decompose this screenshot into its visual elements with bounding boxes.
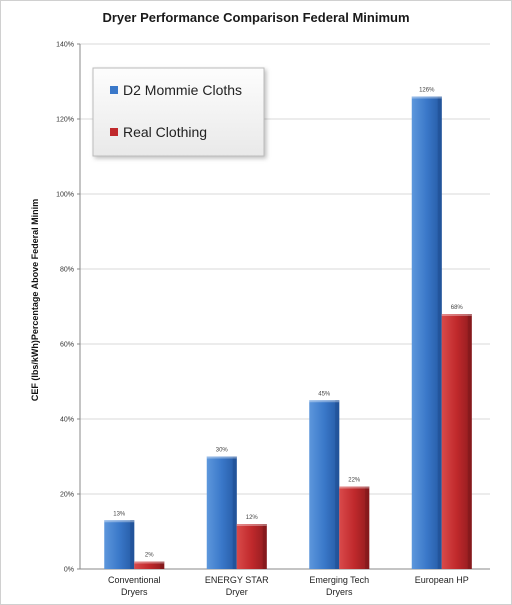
bar-d2-mommie-0 — [104, 520, 135, 569]
bar-shade — [335, 400, 340, 569]
category-label-line: Emerging Tech — [309, 575, 369, 585]
y-tick-label: 0% — [64, 567, 74, 574]
y-tick-label: 60% — [60, 342, 74, 349]
bar-real-clothing-1 — [236, 524, 267, 569]
y-tick-label: 120% — [56, 117, 74, 124]
bar-highlight — [236, 524, 267, 526]
data-label: 68% — [451, 305, 464, 311]
y-tick-label: 20% — [60, 492, 74, 499]
bar-highlight — [339, 486, 370, 489]
category-label: Emerging Tech Dryers — [309, 575, 369, 597]
bar-shade — [232, 456, 237, 569]
y-tick-label: 140% — [56, 42, 74, 49]
bar-d2-mommie-1 — [206, 456, 237, 569]
legend-swatch-real — [110, 128, 118, 136]
bar-shade — [160, 561, 165, 569]
data-label: 13% — [113, 511, 126, 517]
bar-highlight — [134, 561, 165, 564]
y-axis-label: CEF (lbs/kWh)Percentage Above Federal Mi… — [30, 199, 40, 401]
bar-highlight — [104, 520, 135, 523]
bar-highlight — [206, 456, 237, 459]
category-label: Conventional Dryers — [108, 575, 161, 597]
category-label: ENERGY STAR Dryer — [205, 575, 269, 597]
bar-shade — [262, 524, 267, 569]
category-label-line: Dryers — [326, 587, 353, 597]
legend-swatch-d2 — [110, 86, 118, 94]
bar-real-clothing-2 — [339, 486, 370, 569]
chart-title: Dryer Performance Comparison Federal Min… — [102, 10, 409, 25]
data-label: 12% — [246, 515, 259, 521]
bar-d2-mommie-3 — [411, 96, 442, 569]
category-label-line: Dryers — [121, 587, 148, 597]
legend-label-real: Real Clothing — [123, 124, 207, 140]
data-labels: 13% 2% 30% 12% 45% 22% 126% 68% — [113, 88, 463, 559]
bar-shade — [437, 96, 442, 569]
bar-highlight — [309, 400, 340, 403]
data-label: 45% — [318, 391, 331, 397]
bar-shade — [365, 486, 370, 569]
category-label-line: ENERGY STAR — [205, 575, 269, 585]
category-label-line: Conventional — [108, 575, 161, 585]
bar-shade — [130, 520, 135, 569]
bar-highlight — [441, 314, 472, 316]
data-label: 126% — [419, 88, 435, 94]
data-label: 30% — [216, 448, 229, 454]
data-label: 2% — [145, 553, 154, 559]
bar-shade — [467, 314, 472, 569]
category-label-line: European HP — [415, 575, 469, 585]
legend-box — [92, 67, 265, 157]
legend-label-d2: D2 Mommie Cloths — [123, 82, 242, 98]
y-tick-label: 40% — [60, 417, 74, 424]
category-labels: Conventional Dryers ENERGY STAR Dryer Emergi… — [108, 575, 469, 597]
bar-d2-mommie-2 — [309, 400, 340, 569]
y-tick-label: 100% — [56, 192, 74, 199]
y-tick-label: 80% — [60, 267, 74, 274]
legend: D2 Mommie Cloths Real Clothing — [92, 67, 265, 157]
category-label-line: Dryer — [226, 587, 248, 597]
bar-highlight — [411, 96, 442, 99]
bar-real-clothing-0 — [134, 561, 165, 569]
bar-real-clothing-3 — [441, 314, 472, 569]
category-label: European HP — [415, 575, 469, 585]
bars — [104, 96, 472, 569]
data-label: 22% — [348, 478, 361, 484]
